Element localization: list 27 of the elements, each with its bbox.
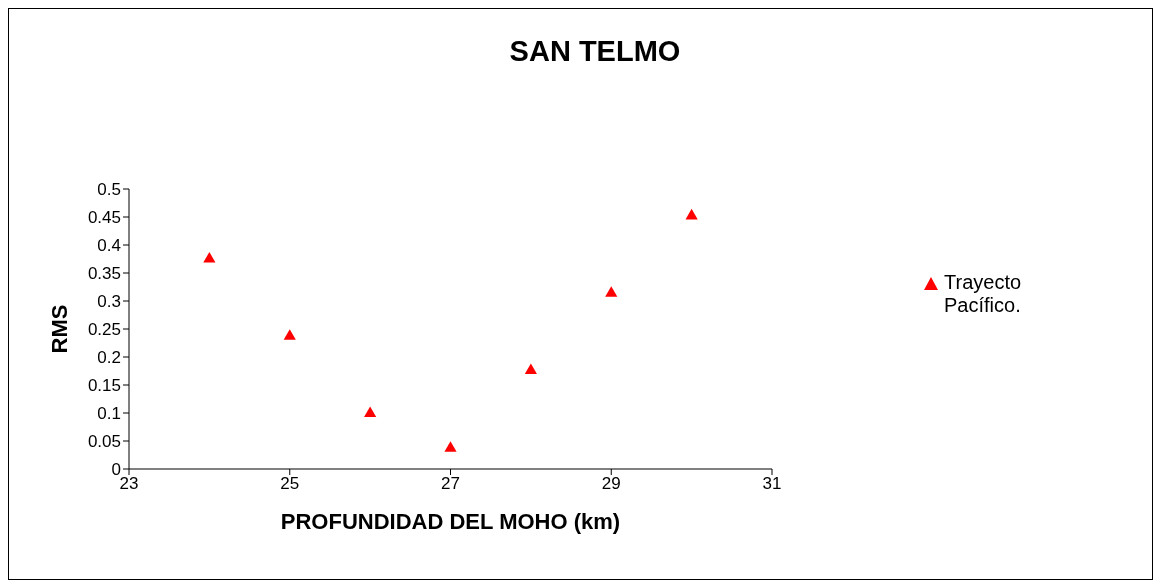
y-tick-label: 0.1 (97, 404, 121, 424)
x-tick-label: 25 (280, 474, 300, 494)
chart-title: SAN TELMO (508, 35, 682, 68)
point (203, 251, 216, 263)
y-tick-label: 0.2 (97, 348, 121, 368)
point (364, 406, 377, 418)
y-tick-label: 0.25 (87, 320, 121, 340)
y-tick-label: 0.35 (87, 264, 121, 284)
point (283, 329, 296, 340)
point (605, 286, 618, 297)
legend-label: Trayecto Pacífico. (944, 271, 1023, 317)
point (444, 441, 457, 452)
x-tick-label: 31 (762, 474, 782, 494)
x-tick-label: 27 (441, 474, 460, 494)
x-tick-label: 23 (119, 474, 139, 494)
point (524, 363, 537, 374)
y-axis-title: RMS (46, 304, 72, 354)
x-axis-title: PROFUNDIDAD DEL MOHO (km) (280, 509, 621, 534)
point (685, 208, 698, 220)
y-tick-label: 0.5 (97, 180, 121, 200)
y-tick-label: 0.05 (87, 432, 121, 452)
y-tick-label: 0 (111, 460, 121, 480)
x-tick-label: 29 (601, 474, 621, 494)
y-tick-label: 0.15 (87, 376, 121, 396)
y-tick-label: 0.4 (97, 236, 121, 256)
y-tick-label: 0.45 (87, 208, 121, 228)
y-tick-label: 0.3 (97, 292, 121, 312)
